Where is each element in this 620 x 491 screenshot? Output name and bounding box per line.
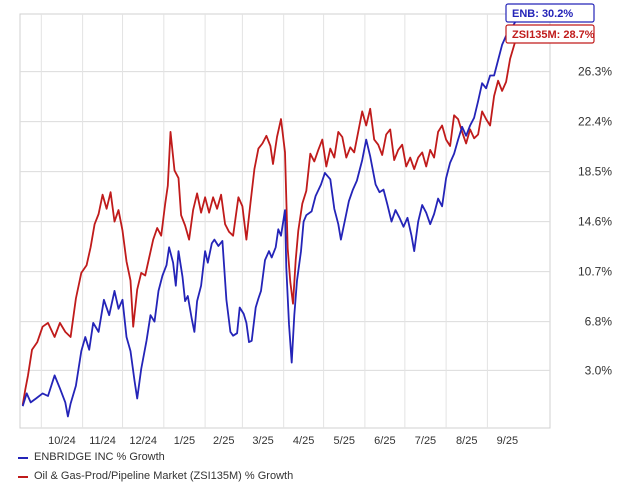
series-layer — [21, 21, 517, 418]
end-labels: ENB: 30.2% ZSI135M: 28.7% — [505, 3, 595, 44]
x-tick-label: 5/25 — [334, 435, 355, 447]
end-label-zsi135m-text: ZSI135M: 28.7% — [512, 29, 595, 41]
x-tick-label: 4/25 — [293, 435, 314, 447]
x-tick-label: 2/25 — [213, 435, 234, 447]
legend-label-enb: ENBRIDGE INC % Growth — [34, 451, 165, 463]
legend-item-zsi135m: Oil & Gas-Prod/Pipeline Market (ZSI135M)… — [18, 467, 293, 486]
end-label-enb-text: ENB: 30.2% — [512, 8, 573, 20]
end-label-zsi135m: ZSI135M: 28.7% — [505, 24, 595, 44]
y-tick-label: 10.7% — [578, 265, 612, 279]
y-tick-label: 6.8% — [585, 315, 613, 329]
x-tick-label: 11/24 — [89, 435, 116, 447]
y-axis-ticks: 3.0% 6.8% 10.7% 14.6% 18.5% 22.4% 26.3% — [578, 65, 612, 378]
plot-frame — [19, 13, 551, 429]
series-line-enb — [21, 21, 517, 418]
series-line-zsi135m — [21, 40, 517, 406]
y-tick-label: 18.5% — [578, 165, 612, 179]
x-tick-label: 9/25 — [497, 435, 518, 447]
x-tick-label: 1/25 — [174, 435, 195, 447]
end-label-zsi135m-box — [505, 24, 595, 44]
end-label-enb-box — [505, 3, 595, 23]
x-tick-label: 3/25 — [252, 435, 273, 447]
x-tick-label: 12/24 — [129, 435, 157, 447]
y-tick-label: 14.6% — [578, 215, 612, 229]
legend-swatch-enb — [18, 456, 28, 459]
legend-label-zsi135m: Oil & Gas-Prod/Pipeline Market (ZSI135M)… — [34, 470, 294, 482]
x-tick-label: 6/25 — [374, 435, 395, 447]
legend-item-enb: ENBRIDGE INC % Growth — [18, 448, 293, 467]
end-label-enb: ENB: 30.2% — [505, 3, 595, 23]
legend: ENBRIDGE INC % Growth Oil & Gas-Prod/Pip… — [18, 448, 293, 486]
x-tick-label: 7/25 — [415, 435, 436, 447]
x-tick-label: 10/24 — [48, 435, 76, 447]
y-tick-label: 22.4% — [578, 115, 612, 129]
x-axis-ticks: 10/24 11/24 12/24 1/25 2/25 3/25 4/25 5/25 6/25 7… — [48, 435, 518, 447]
legend-swatch-zsi135m — [18, 475, 28, 478]
x-tick-label: 8/25 — [456, 435, 477, 447]
y-tick-label: 3.0% — [585, 363, 613, 377]
grid-layer — [19, 13, 551, 429]
y-tick-label: 26.3% — [578, 65, 612, 79]
